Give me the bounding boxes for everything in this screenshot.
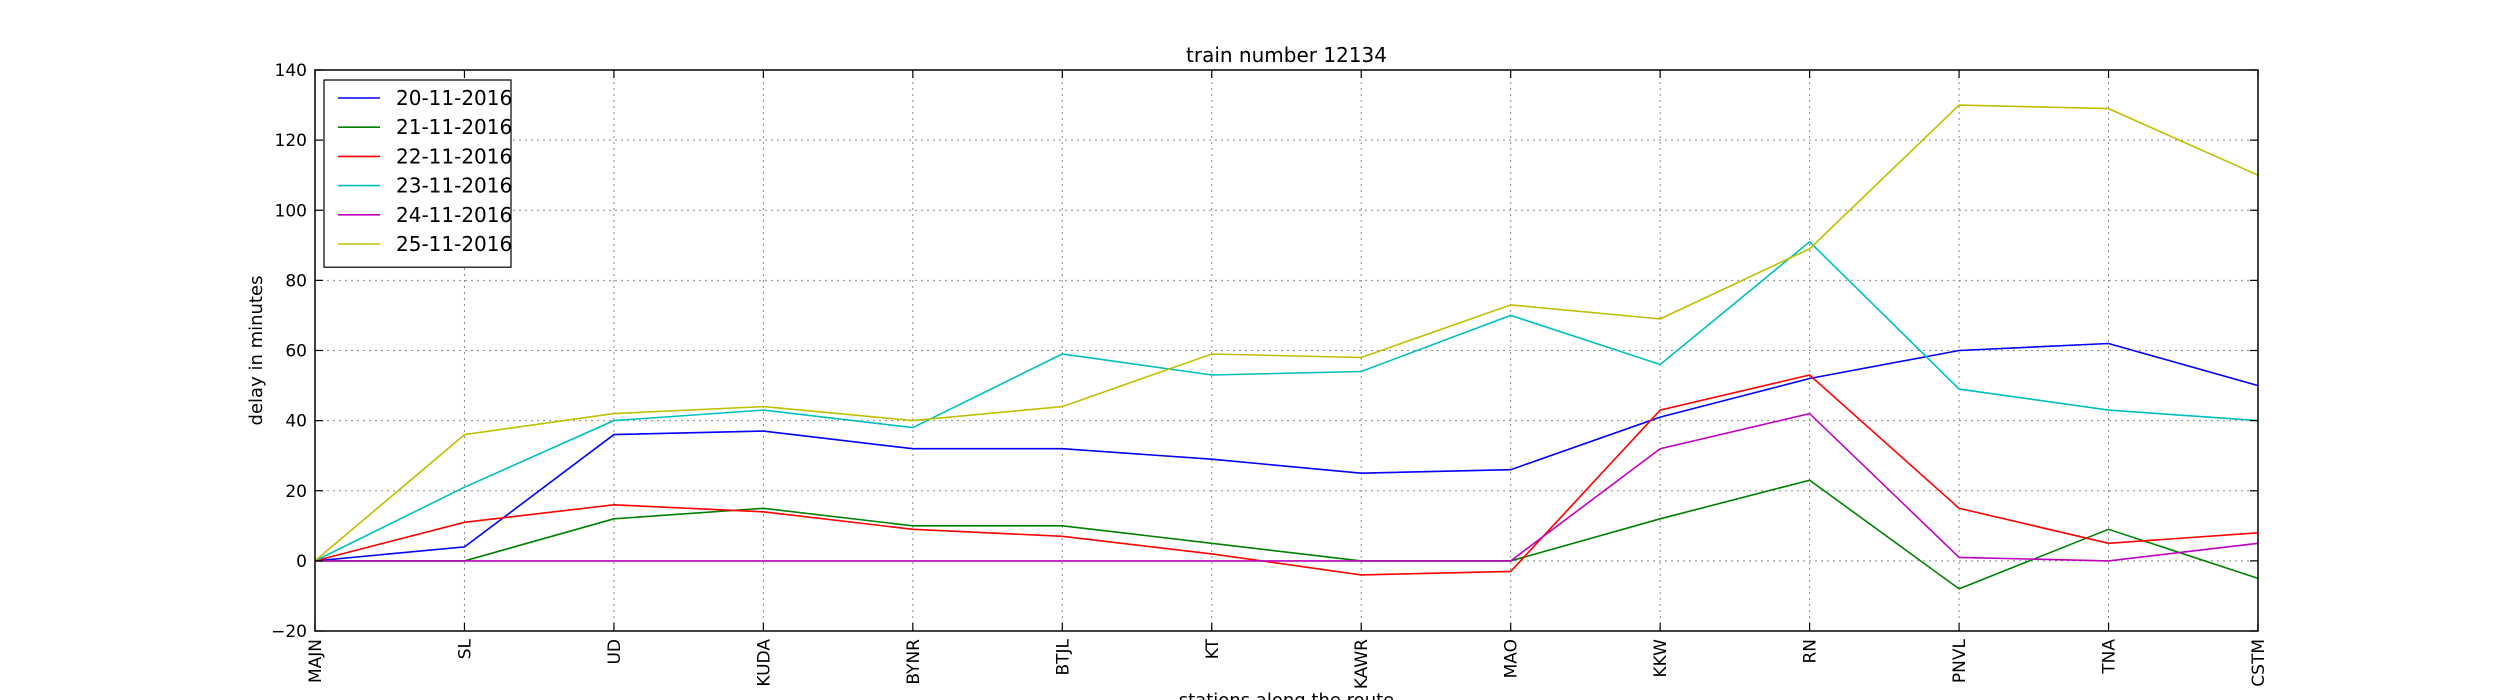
x-tick-label: MAJN — [306, 639, 326, 683]
legend-box — [323, 79, 512, 268]
x-tick-label: CSTM — [2249, 639, 2269, 687]
legend-entry: 24-11-2016 — [396, 203, 512, 227]
legend-entry: 20-11-2016 — [396, 86, 512, 110]
x-tick-label: KAWR — [1352, 639, 1372, 689]
y-tick-label: 60 — [285, 342, 307, 362]
x-tick-label: PNVL — [1950, 638, 1970, 683]
y-tick-label: 120 — [275, 131, 307, 151]
x-tick-label: MAO — [1502, 639, 1522, 678]
chart-title: train number 12134 — [1186, 43, 1387, 67]
x-tick-label: UD — [605, 639, 625, 665]
series-line-22-11-2016 — [314, 374, 2259, 576]
x-tick-label: KT — [1203, 638, 1223, 659]
y-tick-label: 0 — [296, 552, 307, 572]
x-tick-label: TNA — [2100, 639, 2120, 675]
x-axis-label: stations along the route — [1179, 690, 1394, 700]
series-layer — [314, 104, 2259, 590]
x-axis: MAJN SL UD KUDA BYNR BTJL KT KAWR MAO KKW RN PNVL TN… — [306, 70, 2269, 689]
legend: 20-11-2016 21-11-2016 22-11-2016 23-11-2016… — [323, 79, 512, 268]
y-tick-label: 140 — [275, 61, 307, 81]
x-tick-label: KKW — [1651, 639, 1671, 678]
y-axis-label: delay in minutes — [246, 276, 267, 426]
legend-entry: 23-11-2016 — [396, 174, 512, 198]
y-tick-label: 20 — [285, 482, 307, 502]
x-tick-label: BTJL — [1053, 638, 1073, 675]
series-line-23-11-2016 — [314, 240, 2259, 562]
legend-entry: 21-11-2016 — [396, 115, 512, 139]
x-tick-label: SL — [455, 638, 475, 659]
series-line-21-11-2016 — [315, 479, 2259, 590]
y-tick-label: 40 — [285, 412, 307, 432]
legend-entry: 22-11-2016 — [396, 144, 512, 168]
x-tick-label: KUDA — [754, 639, 774, 687]
series-line-20-11-2016 — [314, 342, 2259, 562]
series-line-24-11-2016 — [315, 412, 2259, 562]
y-axis: −20 0 20 40 60 80 100 120 140 — [271, 61, 2258, 642]
y-tick-label: 100 — [275, 201, 307, 221]
x-tick-label: RN — [1801, 639, 1821, 664]
y-tick-label: 80 — [285, 271, 307, 291]
y-tick-label: −20 — [271, 622, 307, 642]
x-tick-label: BYNR — [904, 639, 924, 685]
series-line-25-11-2016 — [314, 104, 2259, 562]
legend-entry: 25-11-2016 — [396, 232, 512, 256]
